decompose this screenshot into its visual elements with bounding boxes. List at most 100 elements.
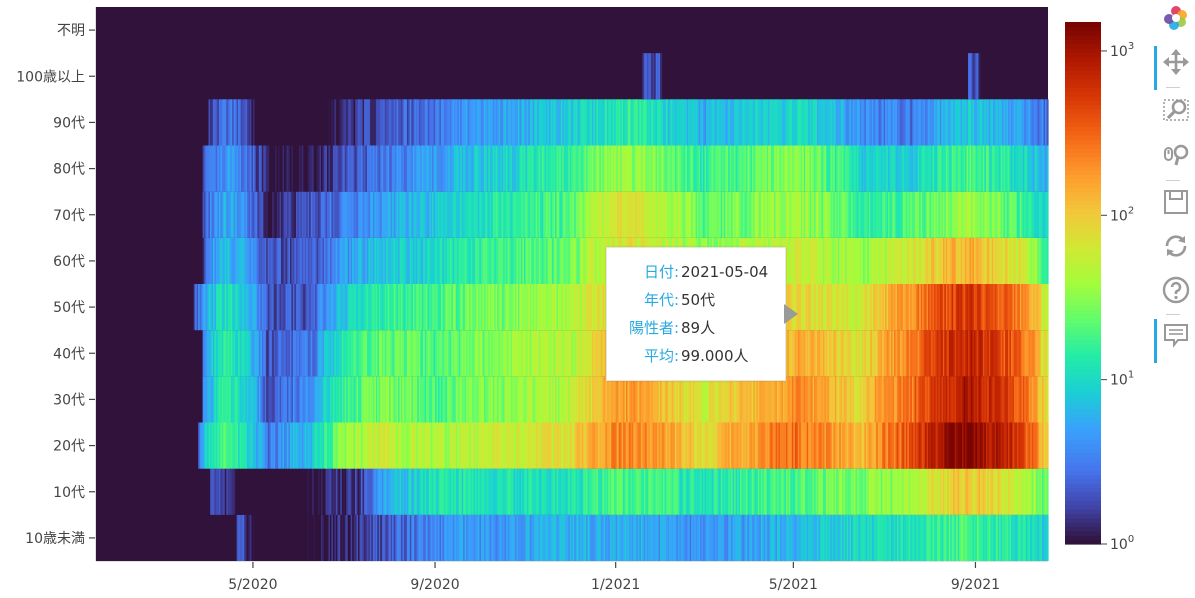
heatmap-cell xyxy=(947,468,950,515)
heatmap-cell xyxy=(331,284,334,331)
heatmap-cell xyxy=(922,514,925,561)
heatmap-cell xyxy=(557,468,561,515)
heatmap-cell xyxy=(600,514,603,561)
heatmap-cell xyxy=(276,514,279,561)
heatmap-cell xyxy=(384,237,387,284)
heatmap-cell xyxy=(501,145,504,192)
heatmap-cell xyxy=(294,376,297,423)
heatmap-cell xyxy=(883,237,886,284)
heatmap-cell xyxy=(861,376,864,423)
heatmap-cell xyxy=(469,145,472,192)
heatmap-cell xyxy=(737,514,740,561)
heatmap-cell xyxy=(991,237,994,284)
heatmap-cell xyxy=(633,422,636,469)
heatmap-cell xyxy=(629,422,632,469)
heatmap-cell xyxy=(963,330,966,377)
heatmap-cell xyxy=(708,145,712,192)
heatmap-cell xyxy=(273,514,276,561)
heatmap-cell xyxy=(559,422,562,469)
heatmap-cell xyxy=(439,376,442,423)
heatmap-cell xyxy=(574,330,577,377)
heatmap-cell xyxy=(828,376,831,423)
heatmap-cell xyxy=(691,145,694,192)
heatmap-cell xyxy=(504,145,507,192)
heatmap-cell xyxy=(359,284,362,331)
heatmap-cell xyxy=(821,191,824,238)
heatmap-cell xyxy=(951,514,954,561)
heatmap-cell xyxy=(963,284,966,331)
heatmap-cell xyxy=(303,376,306,423)
heatmap-cell xyxy=(535,376,538,423)
heatmap-cell xyxy=(913,191,916,238)
heatmap-cell xyxy=(452,237,455,284)
heatmap-cell xyxy=(239,514,242,561)
heatmap-cell xyxy=(285,514,288,561)
heatmap-cell xyxy=(811,237,814,284)
heatmap-cell xyxy=(594,145,598,192)
heatmap-cell xyxy=(726,376,729,423)
heatmap-cell xyxy=(457,237,460,284)
heatmap-cell xyxy=(936,330,940,377)
heatmap-cell xyxy=(341,237,344,284)
heatmap-cell xyxy=(454,330,457,377)
heatmap-cell xyxy=(747,145,750,192)
heatmap-cell xyxy=(420,284,423,331)
heatmap-cell xyxy=(994,284,997,331)
heatmap-cell xyxy=(226,191,229,238)
heatmap-cell xyxy=(901,468,904,515)
heatmap-cell xyxy=(821,284,824,331)
heatmap-cell xyxy=(377,468,380,515)
heatmap-cell xyxy=(238,191,241,238)
heatmap-cell xyxy=(935,330,938,377)
heatmap-cell xyxy=(223,330,226,377)
heatmap-cell xyxy=(780,422,783,469)
heatmap-cell xyxy=(957,422,960,469)
heatmap-cell xyxy=(211,191,214,238)
heatmap-cell xyxy=(842,145,845,192)
heatmap-cell xyxy=(321,145,324,192)
heatmap-cell xyxy=(363,145,367,192)
heatmap-cell xyxy=(1000,376,1003,423)
heatmap-cell xyxy=(396,284,399,331)
heatmap-cell xyxy=(378,145,381,192)
heatmap-cell xyxy=(549,284,552,331)
heatmap-cell xyxy=(390,514,393,561)
heatmap-cell xyxy=(523,330,526,377)
heatmap-chart[interactable]: 10歳未満10代20代30代40代50代60代70代80代90代100歳以上不明… xyxy=(0,0,1150,598)
heatmap-cell xyxy=(208,330,211,377)
heatmap-cell xyxy=(926,284,929,331)
heatmap-cell xyxy=(415,191,418,238)
heatmap-cell xyxy=(1016,468,1019,515)
heatmap-cell xyxy=(307,468,310,515)
heatmap-cell xyxy=(584,191,587,238)
heatmap-cell xyxy=(938,422,941,469)
heatmap-cell xyxy=(907,376,910,423)
heatmap-cell xyxy=(800,284,803,331)
heatmap-cell xyxy=(374,422,377,469)
heatmap-cell xyxy=(968,376,971,423)
heatmap-cell xyxy=(666,468,669,515)
heatmap-cell xyxy=(332,468,335,515)
heatmap-cell xyxy=(408,191,411,238)
heatmap-cell xyxy=(443,237,447,284)
heatmap-cell xyxy=(689,514,692,561)
heatmap-cell xyxy=(808,330,811,377)
heatmap-cell xyxy=(997,330,1000,377)
heatmap-cell xyxy=(418,145,421,192)
heatmap-cell xyxy=(969,514,972,561)
heatmap-cell xyxy=(645,468,648,515)
heatmap-cell xyxy=(270,376,273,423)
heatmap-cell xyxy=(857,237,860,284)
heatmap-cell xyxy=(227,330,230,377)
heatmap-cell xyxy=(244,422,247,469)
heatmap-cell xyxy=(288,284,291,331)
heatmap-cell xyxy=(973,330,977,377)
heatmap-cell xyxy=(347,237,350,284)
heatmap-cell xyxy=(519,422,522,469)
heatmap-cell xyxy=(292,145,295,192)
heatmap-cell xyxy=(905,191,908,238)
heatmap-cell xyxy=(818,514,821,561)
heatmap-cell xyxy=(831,237,834,284)
heatmap-cell xyxy=(446,191,449,238)
heatmap-cell xyxy=(316,514,319,561)
